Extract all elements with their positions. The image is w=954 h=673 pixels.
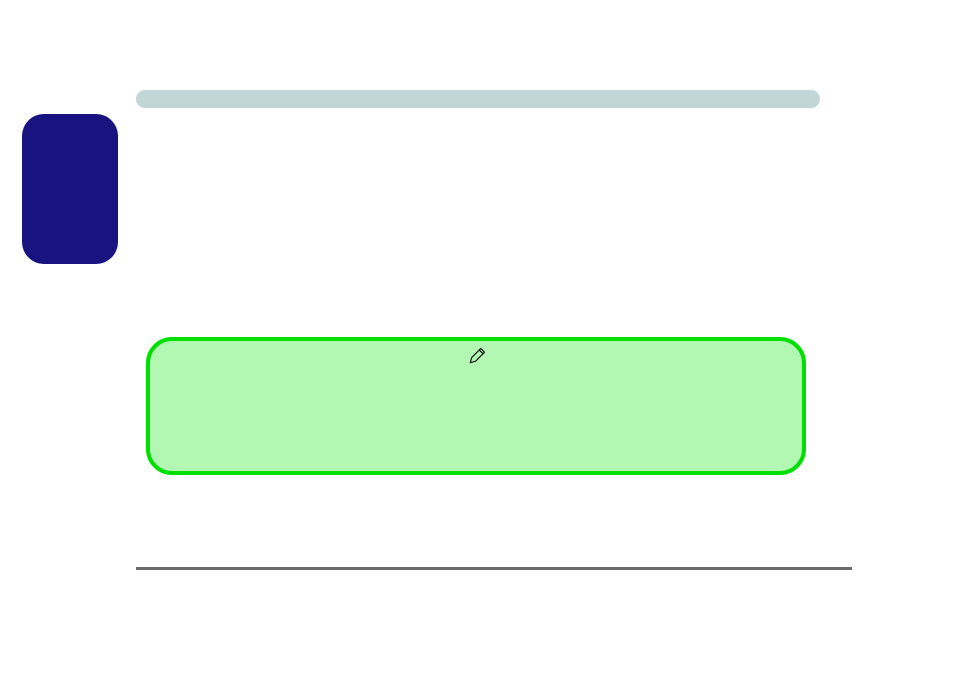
top-bar (136, 90, 820, 108)
left-block (22, 114, 118, 264)
pen-icon[interactable] (468, 347, 486, 365)
divider-line (136, 567, 852, 570)
